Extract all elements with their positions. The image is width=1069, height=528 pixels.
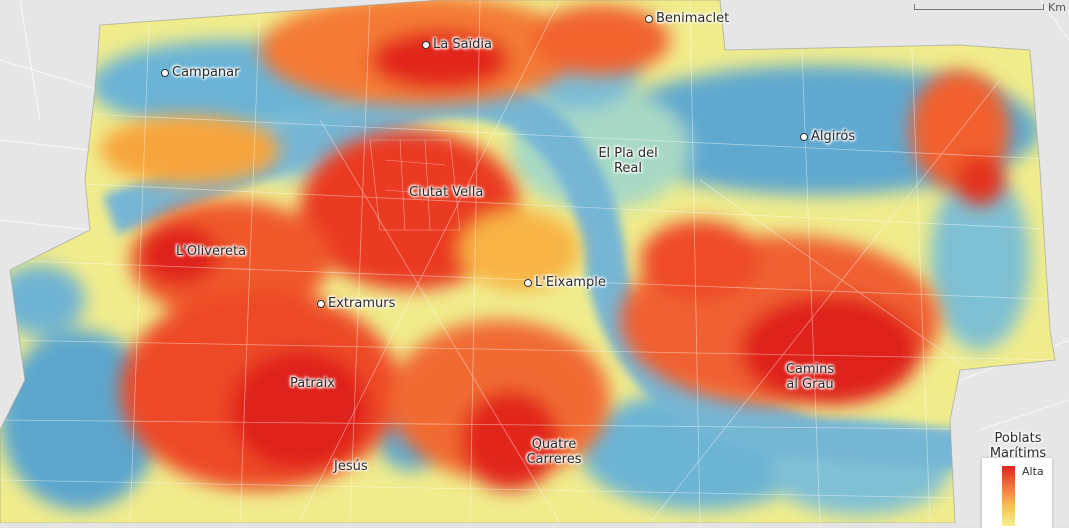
location-marker-icon	[161, 68, 169, 77]
scale-bar	[914, 4, 1044, 10]
location-marker-icon	[524, 278, 532, 287]
location-marker-icon	[645, 14, 653, 23]
legend-high-label: Alta	[1022, 465, 1044, 478]
district-label-camins-al-grau: Camins al Grau	[785, 362, 835, 392]
district-label-benimaclet: Benimaclet	[645, 11, 729, 26]
district-label-leixample: L'Eixample	[524, 275, 606, 290]
district-label-campanar: Campanar	[161, 65, 239, 80]
district-label-jesus: Jesús	[334, 459, 368, 474]
district-label-quatre-carreres: Quatre Carreres	[526, 437, 582, 467]
legend-color-ramp	[1002, 466, 1015, 526]
district-label-extramurs: Extramurs	[317, 296, 395, 311]
location-marker-icon	[317, 299, 325, 308]
location-marker-icon	[422, 40, 430, 49]
district-label-lolivereta: L'Olivereta	[176, 244, 247, 259]
district-label-patraix: Patraix	[290, 376, 335, 391]
district-label-poblats-maritims: Poblats Marítims	[989, 431, 1047, 461]
scale-unit-label: Km	[1048, 1, 1066, 14]
location-marker-icon	[800, 132, 808, 141]
district-label-algiros: Algirós	[800, 129, 855, 144]
district-label-el-pla-del-real: El Pla del Real	[598, 146, 658, 176]
district-label-la-saidia: La Saïdia	[422, 37, 492, 52]
district-label-ciutat-vella: Ciutat Vella	[409, 185, 484, 200]
legend-panel: Alta	[982, 458, 1052, 528]
